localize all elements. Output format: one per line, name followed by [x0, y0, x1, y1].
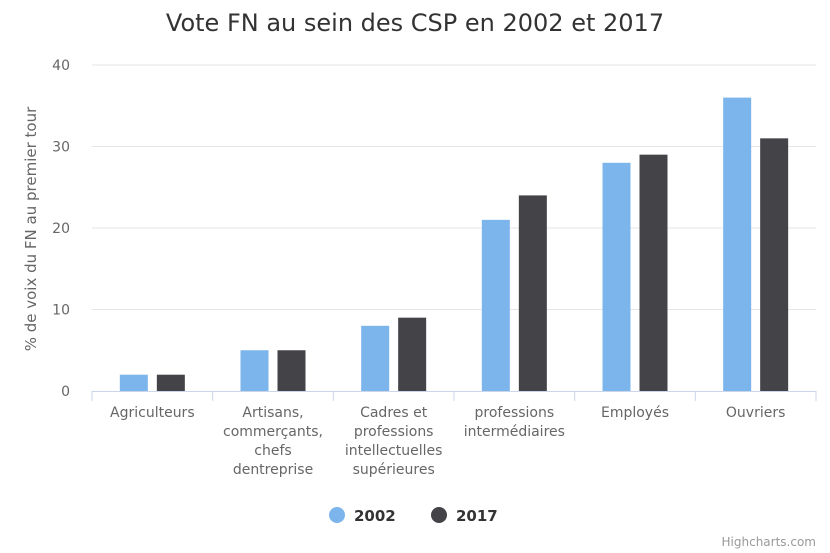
x-tick-label: Employés	[601, 405, 669, 421]
x-tick-label: professions	[475, 405, 555, 421]
x-tick-label: Agriculteurs	[110, 405, 195, 421]
bar-2002-5	[723, 97, 752, 391]
y-tick-label: 40	[52, 58, 70, 74]
bar-2017-3	[518, 195, 547, 391]
x-tick-label: Ouvriers	[726, 405, 786, 421]
x-tick-label: chefs	[254, 443, 291, 459]
legend[interactable]: 2002 2017	[329, 507, 498, 525]
bar-2002-0	[119, 374, 148, 391]
x-tick-label: commerçants,	[223, 424, 323, 440]
bar-2002-4	[602, 162, 631, 391]
legend-item-2017[interactable]: 2017	[431, 507, 498, 525]
x-tick-label: professions	[354, 424, 434, 440]
chart-title: Vote FN au sein des CSP en 2002 et 2017	[166, 9, 664, 37]
legend-item-2002[interactable]: 2002	[329, 507, 396, 525]
bar-2017-0	[156, 374, 185, 391]
bars	[119, 97, 789, 391]
x-tick-label: supérieures	[353, 462, 435, 478]
y-tick-label: 0	[61, 384, 70, 400]
x-tick-label: intermédiaires	[464, 424, 565, 440]
x-tick-label: intellectuelles	[345, 443, 443, 459]
x-tick-label: dentreprise	[233, 462, 313, 478]
legend-marker	[431, 507, 447, 523]
credits[interactable]: Highcharts.com	[722, 535, 816, 549]
x-tick-label: Artisans,	[242, 405, 303, 421]
bar-2017-5	[760, 138, 789, 391]
x-tick-label: Cadres et	[360, 405, 428, 421]
y-tick-label: 20	[52, 221, 70, 237]
bar-2017-4	[639, 154, 668, 391]
legend-label: 2002	[354, 507, 396, 525]
bar-2002-2	[361, 325, 390, 391]
y-axis-label: % de voix du FN au premier tour	[22, 106, 40, 351]
legend-label: 2017	[456, 507, 498, 525]
x-axis: Agriculteurs Artisans, commerçants, chefs de…	[91, 391, 817, 478]
bar-2017-1	[277, 350, 306, 391]
bar-2017-2	[398, 317, 427, 391]
y-tick-label: 10	[52, 303, 70, 319]
legend-marker	[329, 507, 345, 523]
gridlines	[92, 64, 816, 310]
bar-2002-3	[481, 219, 510, 391]
bar-2002-1	[240, 350, 269, 391]
y-tick-label: 30	[52, 140, 70, 156]
y-axis-ticks: 0 10 20 30 40	[52, 58, 70, 400]
